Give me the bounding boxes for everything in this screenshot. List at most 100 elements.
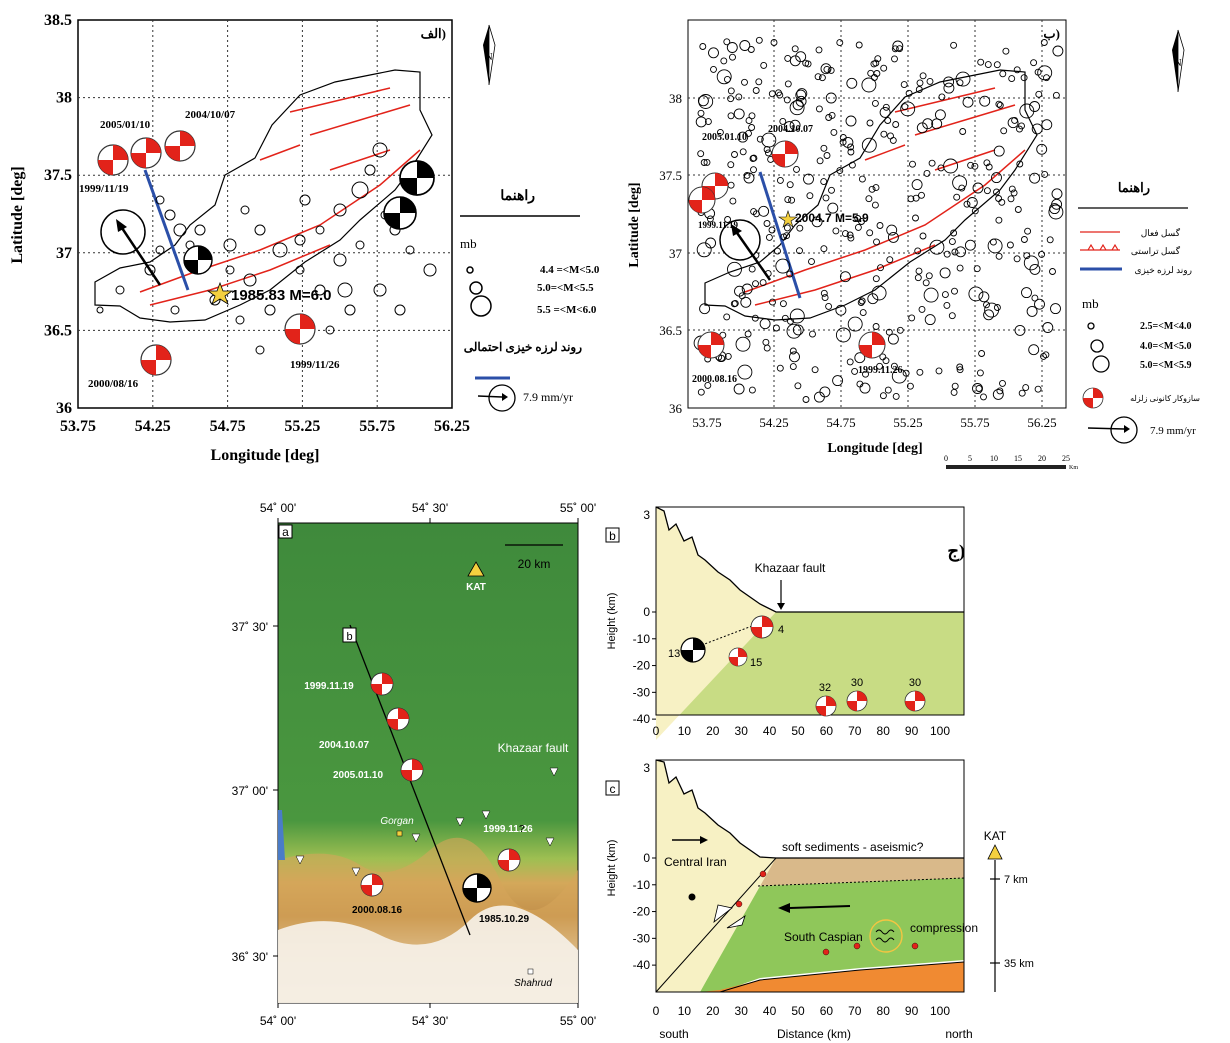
region-label: soft sediments - aseismic? xyxy=(782,840,924,854)
y-tick-labels: 38.5 38 37.5 37 36.5 36 xyxy=(44,12,72,417)
earthquake xyxy=(775,258,791,274)
x-tick: 30 xyxy=(735,724,749,738)
earthquake xyxy=(164,209,176,221)
earthquake xyxy=(922,118,934,130)
earthquake xyxy=(830,128,838,136)
event-label: 2000.08.16 xyxy=(692,374,737,385)
earthquake xyxy=(996,387,1004,395)
focal-mechanism xyxy=(847,691,867,711)
earthquake xyxy=(929,239,945,255)
earthquake xyxy=(803,173,814,185)
earthquake xyxy=(827,202,839,214)
earthquake xyxy=(796,224,804,232)
earthquake xyxy=(939,267,951,279)
axis-ticks: 54˚ 00' 54˚ 30' 55˚ 00' 54˚ 00' 54˚ 30' 55˚ 0… xyxy=(232,501,596,1028)
station-column: KAT 7 km 35 km xyxy=(984,829,1034,992)
event-label: 2004.10.07 xyxy=(768,124,813,135)
earthquake xyxy=(876,222,884,229)
station-triangle xyxy=(467,561,485,577)
earthquake xyxy=(743,171,751,179)
focal-mechanism xyxy=(141,345,171,375)
velocity-arrow xyxy=(733,229,772,281)
earthquake xyxy=(808,258,815,266)
x-tick: 53.75 xyxy=(692,415,721,430)
y-axis-label: Height (km) xyxy=(606,593,618,650)
earthquake xyxy=(155,245,165,255)
earthquake xyxy=(225,265,235,275)
earthquake xyxy=(739,40,751,51)
earthquake xyxy=(716,69,732,85)
earthquake xyxy=(962,96,974,108)
legend-trend: روند لرزه خیزی احتمالی xyxy=(464,340,582,355)
earthquake xyxy=(916,368,924,376)
earthquake xyxy=(938,93,946,101)
earthquake xyxy=(900,81,908,89)
earthquake xyxy=(155,195,165,205)
y-tick: -20 xyxy=(633,659,651,673)
earthquake xyxy=(858,175,866,183)
earthquake xyxy=(820,289,828,297)
earthquake xyxy=(759,279,767,287)
earthquake xyxy=(836,167,844,175)
earthquake xyxy=(859,382,871,394)
earthquake xyxy=(1020,74,1028,82)
x-tick: 20 xyxy=(706,1004,720,1018)
earthquake xyxy=(820,245,828,253)
y-tick: 0 xyxy=(643,851,650,865)
earthquake xyxy=(333,203,347,217)
earthquake xyxy=(351,181,369,199)
earthquake xyxy=(871,201,879,209)
earthquake xyxy=(1014,206,1022,213)
earthquake xyxy=(1040,39,1048,46)
focal-mechanism xyxy=(905,691,925,711)
earthquake xyxy=(975,385,983,392)
legend-circle-medium xyxy=(469,281,483,295)
left-tick: 37˚ 00' xyxy=(232,784,268,798)
earthquake xyxy=(987,238,1003,254)
earthquake xyxy=(194,224,206,236)
earthquake xyxy=(699,43,707,50)
y-tick-labels: 38 37.5 37 36.5 36 xyxy=(659,91,682,416)
x-tick: 54.75 xyxy=(826,415,855,430)
earthquake xyxy=(1048,204,1064,220)
earthquake xyxy=(255,345,265,355)
y-tick: -30 xyxy=(633,931,651,945)
earthquake xyxy=(802,396,810,403)
earthquake xyxy=(924,314,936,326)
earthquake xyxy=(789,351,800,363)
earthquake xyxy=(966,197,978,208)
earthquake xyxy=(1010,189,1018,197)
earthquake xyxy=(977,58,985,66)
earthquake xyxy=(727,87,735,95)
focal-mechanism xyxy=(698,332,724,358)
focal-mechanism xyxy=(751,616,773,638)
earthquake xyxy=(820,63,832,75)
station-triangle xyxy=(455,817,465,827)
legend-fault1: گسل فعال xyxy=(1141,227,1181,238)
earthquake xyxy=(854,223,862,231)
legend-title: راهنما xyxy=(1118,180,1150,196)
earthquake xyxy=(314,284,326,296)
soft-sediments xyxy=(758,858,964,886)
earthquake xyxy=(937,164,945,172)
earthquake xyxy=(900,101,916,117)
event-label: 1999.11.26 xyxy=(483,824,533,835)
event-label: 1999/11/26 xyxy=(290,359,340,371)
earthquake xyxy=(814,73,822,81)
earthquake xyxy=(373,283,387,297)
earthquake xyxy=(299,194,311,206)
panel-label: a xyxy=(282,525,289,539)
x-tick: 54.25 xyxy=(135,418,171,435)
earthquake xyxy=(364,164,376,176)
seismicity-trend-line xyxy=(758,171,802,299)
earthquake xyxy=(697,150,705,158)
earthquake xyxy=(925,272,933,280)
earthquake xyxy=(750,166,757,174)
earthquake xyxy=(911,179,923,191)
earthquake xyxy=(763,220,771,227)
earthquake xyxy=(858,297,866,305)
earthquake xyxy=(999,379,1006,387)
earthquake xyxy=(950,388,958,396)
crust-wedge xyxy=(656,507,776,740)
earthquake xyxy=(763,344,771,352)
